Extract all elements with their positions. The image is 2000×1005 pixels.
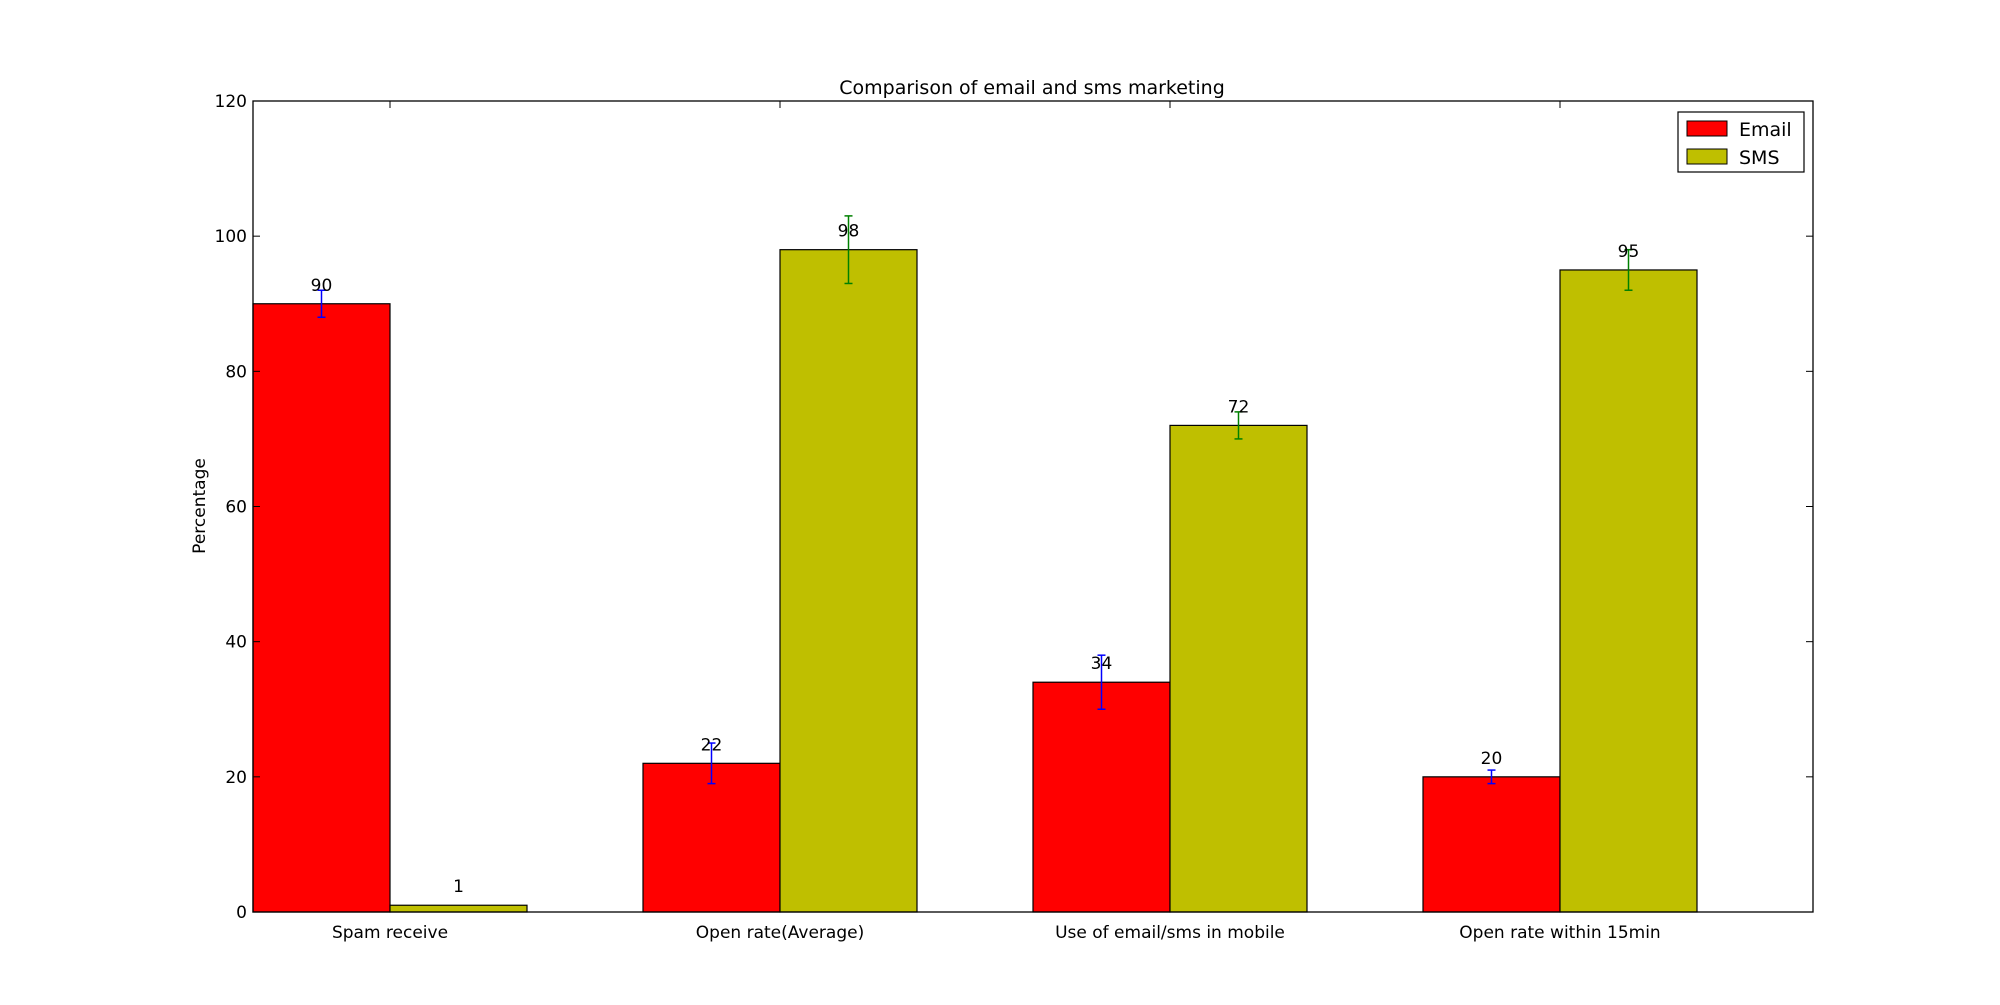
data-label-sms-2: 72 (1228, 397, 1250, 417)
bar-email-0 (252, 303, 391, 913)
x-tick-label: Open rate within 15min (1459, 923, 1660, 943)
y-axis-label: Percentage (190, 458, 210, 554)
y-tick-label: 40 (225, 633, 247, 653)
bar-sms-1 (779, 249, 918, 913)
data-label-sms-3: 95 (1618, 242, 1640, 262)
bar-email-2 (1032, 681, 1171, 913)
chart-title: Comparison of email and sms marketing (839, 77, 1225, 99)
y-tick-label: 60 (225, 498, 247, 518)
bar-sms-3 (1559, 269, 1698, 913)
x-tick-label: Use of email/sms in mobile (1055, 923, 1285, 943)
legend-label-sms: SMS (1739, 147, 1780, 169)
legend-label-email: Email (1739, 119, 1792, 141)
plot-area: 90 22 34 20 1 98 72 95 0 20 40 60 80 100 120 Spam recei… (215, 92, 1814, 943)
bar-email-3 (1422, 776, 1561, 913)
y-tick-label: 120 (215, 92, 247, 112)
x-tick-label: Spam receive (332, 923, 448, 943)
legend-swatch-sms (1686, 148, 1728, 165)
data-label-sms-1: 98 (838, 222, 860, 242)
y-tick-label: 100 (215, 227, 247, 247)
data-label-email-0: 90 (311, 276, 333, 296)
y-tick-label: 80 (225, 362, 247, 382)
error-bar-sms-3 (1624, 248, 1633, 291)
bar-sms-2 (1169, 424, 1308, 913)
legend-swatch-email (1686, 120, 1728, 137)
bar-sms-0 (389, 904, 528, 913)
data-label-email-3: 20 (1481, 749, 1503, 769)
x-tick-label: Open rate(Average) (696, 923, 864, 943)
data-label-email-2: 34 (1091, 654, 1113, 674)
error-bar-email-2 (1097, 654, 1106, 710)
error-bar-email-3 (1487, 769, 1496, 785)
error-bar-sms-2 (1234, 411, 1243, 440)
y-tick-label: 20 (225, 768, 247, 788)
error-bar-email-0 (317, 289, 326, 319)
data-label-sms-0: 1 (453, 877, 464, 897)
bar-email-1 (642, 762, 781, 913)
error-bar-sms-1 (844, 215, 853, 285)
y-tick-label: 0 (236, 903, 247, 923)
error-bar-email-1 (707, 742, 716, 785)
data-label-email-1: 22 (701, 735, 723, 755)
legend: Email SMS (1677, 111, 1805, 173)
